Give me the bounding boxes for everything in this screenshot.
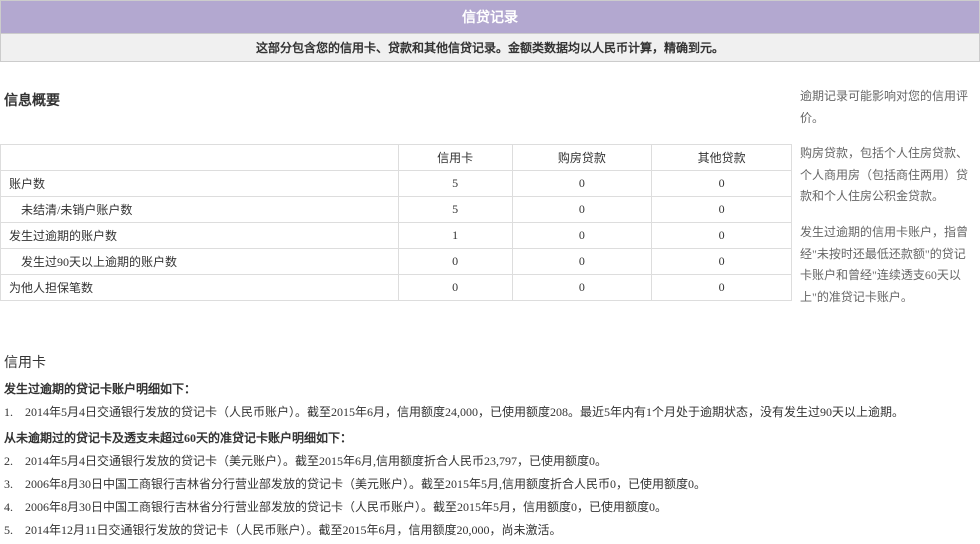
cell: 0 (652, 249, 792, 275)
note-mortgage: 购房贷款，包括个人住房贷款、个人商用房（包括商住两用）贷款和个人住房公积金贷款。 (800, 143, 974, 208)
cell: 5 (398, 197, 512, 223)
cell: 0 (512, 171, 652, 197)
row-label: 为他人担保笔数 (1, 275, 399, 301)
cell: 1 (398, 223, 512, 249)
cell: 0 (652, 223, 792, 249)
cell: 0 (652, 171, 792, 197)
cell: 0 (398, 275, 512, 301)
note-overdue: 逾期记录可能影响对您的信用评价。 (800, 86, 974, 129)
cell: 0 (512, 223, 652, 249)
cell: 0 (398, 249, 512, 275)
header-bar: 信贷记录 (0, 0, 980, 34)
row-label: 发生过逾期的账户数 (1, 223, 399, 249)
creditcard-title: 信用卡 (4, 352, 976, 372)
cell: 5 (398, 171, 512, 197)
col-mortgage: 购房贷款 (512, 145, 652, 171)
col-creditcard: 信用卡 (398, 145, 512, 171)
cell: 0 (652, 275, 792, 301)
list-item: 2. 2014年5月4日交通银行发放的贷记卡（美元账户）。截至2015年6月,信… (4, 452, 976, 471)
table-row: 发生过90天以上逾期的账户数 0 0 0 (1, 249, 792, 275)
cell: 0 (512, 197, 652, 223)
cc-sub-normal: 从未逾期过的贷记卡及透支未超过60天的准贷记卡账户明细如下： (4, 429, 976, 446)
list-item: 1. 2014年5月4日交通银行发放的贷记卡（人民币账户）。截至2015年6月，… (4, 403, 976, 422)
table-row: 账户数 5 0 0 (1, 171, 792, 197)
item-text: 2006年8月30日中国工商银行吉林省分行营业部发放的贷记卡（美元账户）。截至2… (25, 477, 706, 491)
col-blank (1, 145, 399, 171)
item-num: 2. (4, 452, 22, 471)
summary-title: 信息概要 (4, 90, 788, 110)
cell: 0 (652, 197, 792, 223)
list-item: 5. 2014年12月11日交通银行发放的贷记卡（人民币账户）。截至2015年6… (4, 521, 976, 540)
col-otherloan: 其他贷款 (652, 145, 792, 171)
list-item: 3. 2006年8月30日中国工商银行吉林省分行营业部发放的贷记卡（美元账户）。… (4, 475, 976, 494)
item-num: 1. (4, 403, 22, 422)
item-text: 2014年12月11日交通银行发放的贷记卡（人民币账户）。截至2015年6月，信… (25, 523, 562, 537)
note-cc-overdue: 发生过逾期的信用卡账户，指曾经"未按时还最低还款额"的贷记卡账户和曾经"连续透支… (800, 222, 974, 308)
left-column: 信息概要 信用卡 购房贷款 其他贷款 账户数 5 0 0 未结清/未销户账户数 … (0, 86, 792, 322)
main-content: 信息概要 信用卡 购房贷款 其他贷款 账户数 5 0 0 未结清/未销户账户数 … (0, 86, 980, 322)
table-row: 为他人担保笔数 0 0 0 (1, 275, 792, 301)
item-text: 2014年5月4日交通银行发放的贷记卡（美元账户）。截至2015年6月,信用额度… (25, 454, 607, 468)
item-text: 2006年8月30日中国工商银行吉林省分行营业部发放的贷记卡（人民币账户）。截至… (25, 500, 667, 514)
list-item: 4. 2006年8月30日中国工商银行吉林省分行营业部发放的贷记卡（人民币账户）… (4, 498, 976, 517)
item-num: 5. (4, 521, 22, 540)
table-row: 发生过逾期的账户数 1 0 0 (1, 223, 792, 249)
item-num: 3. (4, 475, 22, 494)
row-label: 未结清/未销户账户数 (1, 197, 399, 223)
table-row: 未结清/未销户账户数 5 0 0 (1, 197, 792, 223)
item-num: 4. (4, 498, 22, 517)
cell: 0 (512, 249, 652, 275)
cell: 0 (512, 275, 652, 301)
table-header-row: 信用卡 购房贷款 其他贷款 (1, 145, 792, 171)
cc-sub-overdue: 发生过逾期的贷记卡账户明细如下： (4, 380, 976, 397)
creditcard-section: 信用卡 发生过逾期的贷记卡账户明细如下： 1. 2014年5月4日交通银行发放的… (0, 352, 980, 540)
row-label: 发生过90天以上逾期的账户数 (1, 249, 399, 275)
row-label: 账户数 (1, 171, 399, 197)
item-text: 2014年5月4日交通银行发放的贷记卡（人民币账户）。截至2015年6月，信用额… (25, 405, 904, 419)
subtitle-bar: 这部分包含您的信用卡、贷款和其他信贷记录。金额类数据均以人民币计算，精确到元。 (0, 34, 980, 62)
summary-table: 信用卡 购房贷款 其他贷款 账户数 5 0 0 未结清/未销户账户数 5 0 0… (0, 144, 792, 301)
right-column: 逾期记录可能影响对您的信用评价。 购房贷款，包括个人住房贷款、个人商用房（包括商… (800, 86, 980, 322)
